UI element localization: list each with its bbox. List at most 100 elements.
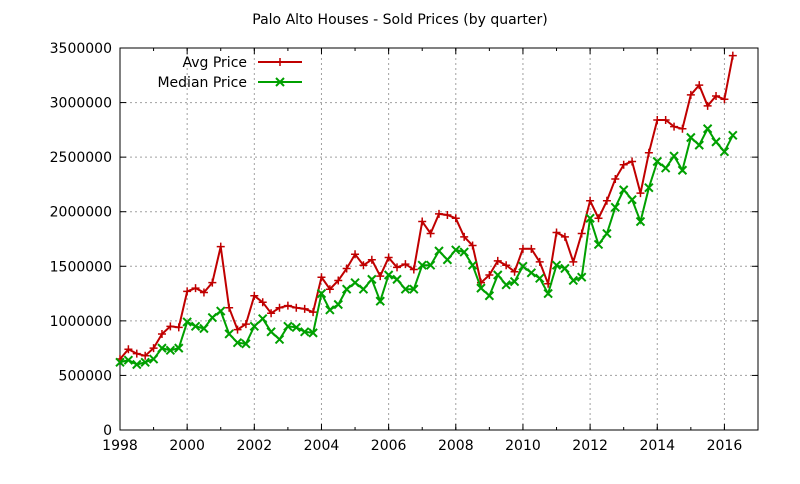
data-point [148, 354, 159, 364]
data-point [586, 196, 595, 205]
data-point [728, 130, 738, 141]
data-point [560, 263, 570, 274]
data-point [602, 196, 611, 205]
legend-label: Median Price [157, 75, 247, 91]
data-point [225, 303, 234, 312]
x-tick-label: 2000 [169, 438, 205, 454]
data-point [543, 288, 553, 299]
chart-title: Palo Alto Houses - Sold Prices (by quart… [252, 12, 547, 28]
data-point [275, 303, 284, 312]
data-point [509, 276, 520, 287]
data-point [367, 274, 377, 285]
data-point [518, 244, 527, 253]
data-point [443, 210, 452, 219]
data-point [468, 241, 477, 250]
data-point [652, 156, 662, 167]
data-point [292, 303, 301, 312]
series-line [119, 55, 734, 360]
data-point [493, 256, 502, 265]
data-point [115, 357, 125, 368]
data-point [610, 202, 620, 213]
data-point [678, 124, 687, 133]
x-tick-label: 2012 [572, 438, 608, 454]
x-tick-label: 2004 [304, 438, 340, 454]
data-point [644, 182, 654, 193]
data-point [552, 228, 561, 237]
data-point [568, 275, 579, 286]
series-line [119, 126, 734, 366]
data-point [367, 255, 376, 264]
data-point [258, 298, 267, 307]
data-point [459, 247, 469, 257]
data-point [510, 267, 519, 276]
x-tick-label: 2002 [236, 438, 272, 454]
x-tick-label: 1998 [102, 438, 138, 454]
data-point [686, 90, 695, 99]
data-point [174, 343, 184, 353]
series-median-price [115, 124, 738, 370]
data-point [501, 280, 511, 290]
x-tick-label: 2006 [371, 438, 407, 454]
data-point [628, 157, 637, 166]
plot-frame [119, 47, 759, 431]
data-point [502, 261, 511, 270]
data-point [384, 253, 393, 262]
x-tick-label: 2008 [438, 438, 474, 454]
data-point [208, 278, 217, 287]
data-point [190, 321, 201, 332]
data-point [157, 329, 166, 338]
data-point [359, 261, 368, 270]
legend: Avg Price Median Price [157, 55, 302, 91]
data-point [191, 284, 200, 293]
data-point [460, 232, 469, 241]
data-point [442, 255, 453, 265]
data-point [350, 277, 360, 288]
data-point [484, 291, 495, 301]
data-point [585, 213, 595, 223]
data-point [635, 216, 646, 227]
x-tick-label: 2010 [505, 438, 541, 454]
data-point [661, 116, 670, 125]
data-point [535, 257, 544, 266]
grid [120, 48, 758, 430]
data-point [316, 288, 327, 299]
data-point [233, 325, 242, 334]
legend-label: Avg Price [182, 55, 247, 71]
data-point [232, 337, 243, 348]
data-point [518, 261, 528, 271]
data-point [165, 345, 176, 356]
data-point [140, 357, 150, 368]
data-point [317, 273, 326, 282]
data-point [409, 284, 419, 294]
data-point [560, 232, 569, 241]
data-point [660, 163, 671, 173]
data-point [702, 124, 713, 134]
x-tick-label: 2016 [707, 438, 743, 454]
data-point [241, 320, 250, 329]
data-point [325, 285, 334, 294]
data-point [258, 313, 268, 324]
data-point [425, 260, 436, 270]
data-point [207, 312, 218, 323]
data-point [551, 260, 562, 270]
data-point [594, 214, 603, 223]
data-point [166, 322, 175, 331]
data-point [123, 355, 134, 365]
data-point [400, 284, 411, 294]
data-point [712, 92, 721, 101]
data-point [434, 246, 444, 256]
y-tick-label: 3500000 [50, 41, 112, 57]
data-point [309, 308, 318, 317]
data-point [728, 51, 737, 60]
data-point [266, 327, 276, 337]
data-point [451, 214, 460, 223]
y-tick-label: 2000000 [50, 205, 112, 221]
data-point [653, 116, 662, 125]
data-point [527, 244, 536, 253]
y-tick-label: 500000 [59, 368, 112, 384]
data-point [451, 245, 461, 255]
data-point [325, 305, 335, 315]
data-point [577, 229, 586, 238]
data-point [249, 321, 260, 332]
